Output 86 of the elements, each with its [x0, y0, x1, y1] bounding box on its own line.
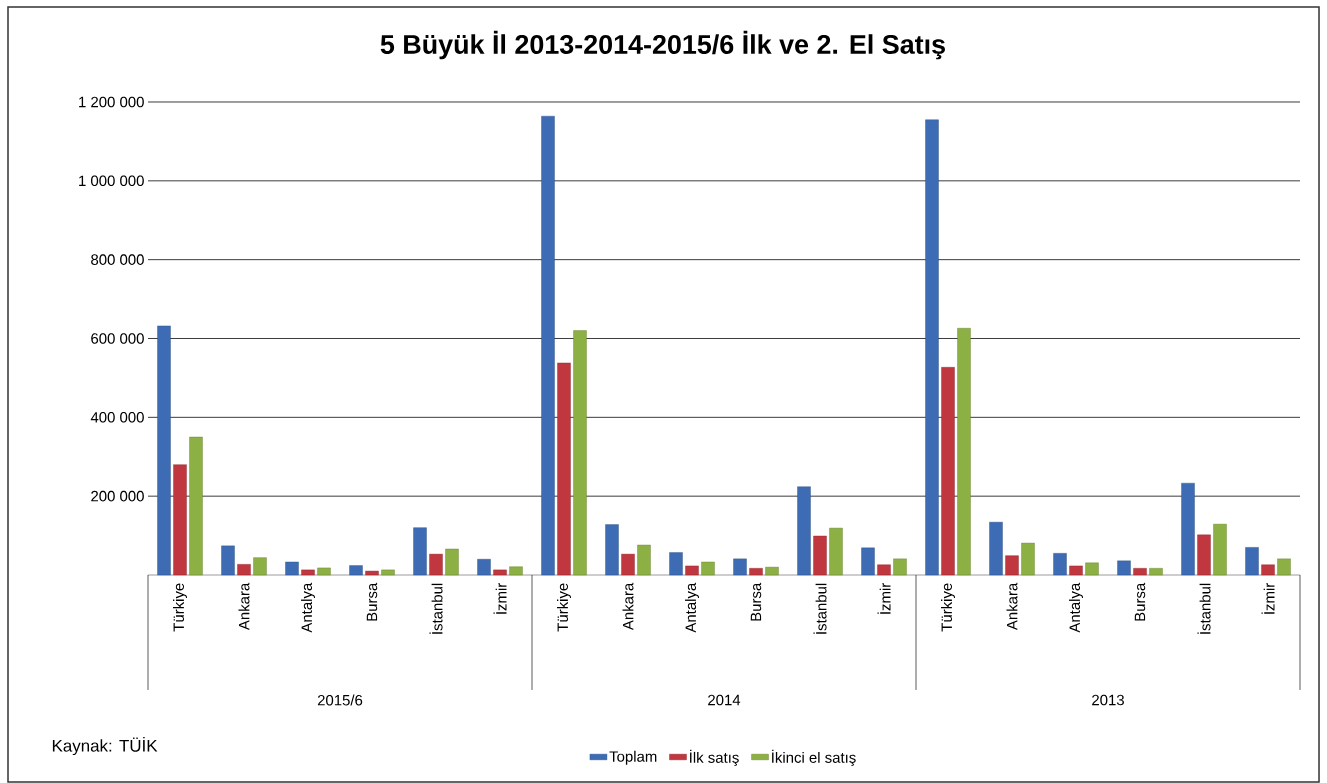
- x-tick-label: Bursa: [1134, 582, 1146, 621]
- bar: [381, 569, 395, 576]
- x-tick-label: Ankara: [622, 582, 634, 631]
- x-tick-label: İzmir: [1261, 583, 1275, 614]
- bar: [989, 521, 1003, 576]
- bar: [829, 527, 843, 576]
- x-tick-label: Antalya: [301, 582, 315, 633]
- bar: [1053, 553, 1067, 576]
- y-tick-label: 800 000: [91, 254, 144, 265]
- text: 2014: [708, 694, 741, 706]
- bar: [925, 119, 939, 576]
- bar: [701, 561, 715, 576]
- bar: [573, 330, 587, 576]
- bar: [189, 436, 203, 576]
- x-tick-label: İstanbul: [429, 583, 443, 634]
- bar: [605, 524, 619, 576]
- bar: [813, 535, 827, 576]
- x-tick-label: Bursa: [750, 582, 762, 621]
- x-tick-label: Türkiye: [173, 583, 187, 632]
- bar: [1117, 560, 1131, 576]
- x-tick-label: Türkiye: [941, 583, 955, 632]
- bar: [317, 567, 331, 576]
- y-tick-label: 200 000: [91, 490, 144, 502]
- bar: [685, 565, 699, 576]
- bar: [413, 527, 427, 576]
- y-tick-label: 1 200 000: [79, 96, 144, 108]
- bar: [1021, 542, 1035, 576]
- bar: [445, 548, 459, 576]
- bar: [1005, 555, 1019, 576]
- y-tick-label: 1 000 000: [79, 175, 144, 187]
- bar: [349, 565, 363, 576]
- x-tick-label: Antalya: [685, 582, 699, 633]
- bar: [477, 559, 491, 576]
- x-tick-label: Ankara: [238, 582, 250, 631]
- bar: [797, 486, 811, 576]
- x-tick-label: Antalya: [1069, 582, 1083, 633]
- bar: [669, 552, 683, 576]
- bar: [1149, 568, 1163, 576]
- bar: [621, 553, 635, 576]
- bar: [1245, 547, 1259, 576]
- bar: [1133, 568, 1147, 576]
- bar: [1085, 562, 1099, 576]
- bar: [253, 557, 267, 576]
- bar: [733, 558, 747, 576]
- x-tick-label: Ankara: [1006, 582, 1018, 631]
- text: 2015/6: [317, 694, 363, 706]
- x-tick-label: Bursa: [366, 582, 378, 621]
- legend-label: İkinci el satış: [772, 749, 856, 766]
- bar: [541, 115, 555, 576]
- legend-label: Toplam: [609, 750, 657, 765]
- bar: [765, 566, 779, 576]
- bar: [1197, 534, 1211, 576]
- bar: [861, 547, 875, 576]
- y-tick-label: 400 000: [90, 412, 144, 423]
- bar: [237, 564, 251, 576]
- text: Kaynak: TÜİK: [52, 736, 158, 756]
- bar: [493, 569, 507, 576]
- bar: [221, 545, 235, 576]
- bar: [637, 544, 651, 576]
- x-tick-label: İstanbul: [813, 583, 827, 634]
- bar: [429, 553, 443, 576]
- bar: [509, 566, 523, 576]
- x-tick-label: İzmir: [877, 583, 891, 614]
- bar: [1213, 523, 1227, 576]
- bar: [957, 328, 971, 576]
- bar: [1277, 558, 1291, 576]
- bar: [941, 367, 955, 576]
- bar: [877, 564, 891, 576]
- bar: [893, 558, 907, 576]
- x-tick-label: İzmir: [493, 583, 507, 614]
- y-tick-label: 600 000: [91, 333, 144, 344]
- bar: [1261, 564, 1275, 576]
- chart-title: 5 Büyük İl 2013-2014-2015/6 İlk ve 2. El Satış: [380, 30, 945, 60]
- bar: [749, 568, 763, 576]
- legend-label: İlk satış: [690, 749, 739, 766]
- bar: [557, 362, 571, 576]
- bar: [1069, 565, 1083, 576]
- bar: [285, 561, 299, 576]
- bar: [173, 464, 187, 576]
- bar: [365, 570, 379, 576]
- text: 2013: [1092, 694, 1124, 706]
- x-tick-label: İstanbul: [1197, 583, 1211, 634]
- bar: [1181, 482, 1195, 576]
- x-tick-label: Türkiye: [557, 583, 571, 632]
- bar: [301, 569, 315, 576]
- bar: [157, 325, 171, 576]
